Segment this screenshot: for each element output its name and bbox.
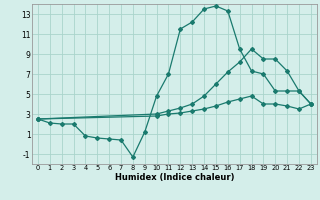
X-axis label: Humidex (Indice chaleur): Humidex (Indice chaleur) bbox=[115, 173, 234, 182]
